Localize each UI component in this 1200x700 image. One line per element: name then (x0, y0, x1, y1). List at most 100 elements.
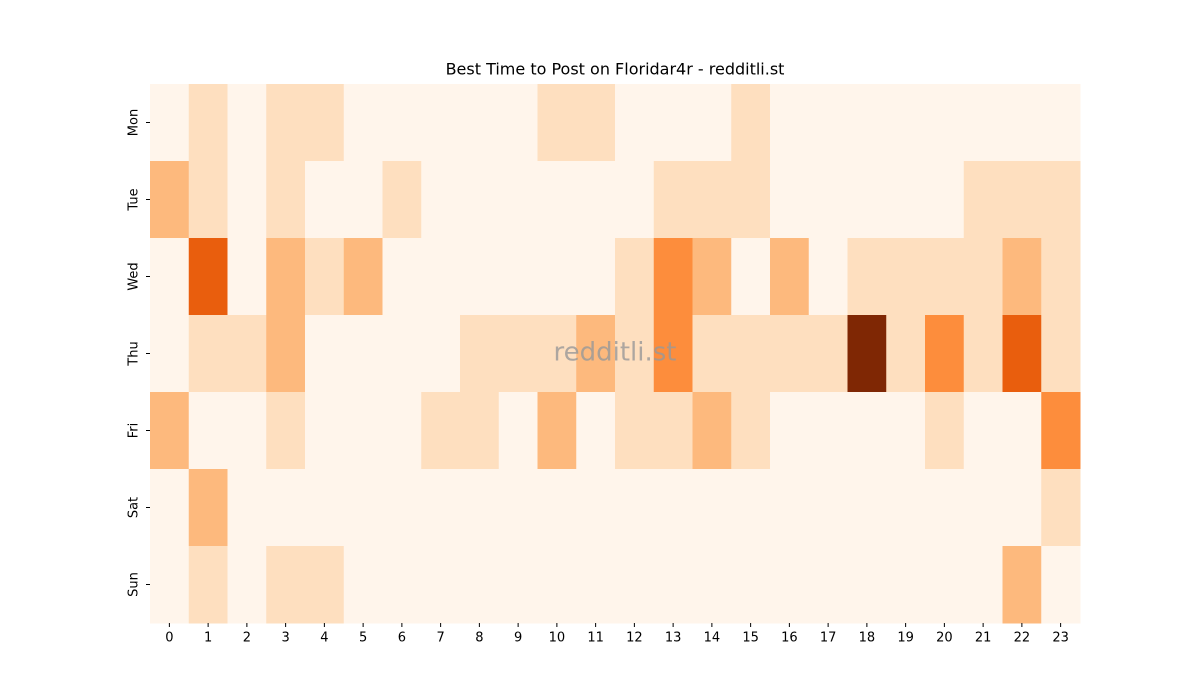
heat-cell (1002, 469, 1042, 547)
heat-cell (576, 315, 616, 393)
heat-cell (382, 238, 422, 316)
heat-cell (537, 84, 577, 162)
x-tick-label: 8 (475, 631, 483, 646)
heat-cell (266, 161, 306, 239)
x-tick-label: 11 (587, 631, 604, 646)
heat-cell (925, 238, 965, 316)
heat-cell (847, 238, 887, 316)
heat-cell (963, 469, 1003, 547)
heat-cell (770, 161, 810, 239)
watermark: redditli.st (554, 338, 677, 368)
heat-cell (460, 392, 500, 470)
heat-cell (150, 392, 190, 470)
heat-cell (382, 84, 422, 162)
heat-cell (925, 392, 965, 470)
heat-cell (305, 238, 345, 316)
heat-cell (305, 469, 345, 547)
x-tick-label: 6 (398, 631, 406, 646)
heat-cell (731, 161, 771, 239)
heat-cell (305, 392, 345, 470)
heat-cell (421, 161, 461, 239)
heat-cell (537, 469, 577, 547)
heat-cell (847, 161, 887, 239)
heat-cell (1002, 161, 1042, 239)
heat-cell (343, 546, 383, 624)
x-tick-label: 7 (436, 631, 444, 646)
heat-cell (498, 238, 538, 316)
heat-cell (343, 315, 383, 393)
heat-cell (305, 84, 345, 162)
x-tick-label: 20 (936, 631, 953, 646)
heat-cell (305, 546, 345, 624)
heat-cell (421, 469, 461, 547)
x-tick-label: 18 (859, 631, 876, 646)
heat-cell (653, 238, 693, 316)
heat-cell (382, 392, 422, 470)
heat-cell (227, 84, 267, 162)
heat-cell (343, 469, 383, 547)
heat-cell (150, 238, 190, 316)
heat-cell (421, 84, 461, 162)
heat-cell (537, 161, 577, 239)
heat-cell (731, 469, 771, 547)
x-tick-label: 10 (549, 631, 566, 646)
heat-cell (653, 392, 693, 470)
heat-cell (266, 469, 306, 547)
heat-cell (498, 84, 538, 162)
heat-cell (615, 315, 655, 393)
heat-cell (925, 469, 965, 547)
heat-cell (460, 84, 500, 162)
heat-cell (150, 546, 190, 624)
heat-cell (653, 315, 693, 393)
heat-cell (266, 392, 306, 470)
heat-cell (266, 546, 306, 624)
heat-cell (731, 392, 771, 470)
heat-cell (731, 84, 771, 162)
y-tick-label: Sun (127, 572, 142, 597)
heat-cell (150, 469, 190, 547)
heat-cell (770, 469, 810, 547)
heat-cell (1041, 546, 1081, 624)
heat-cell (615, 546, 655, 624)
heat-cell (537, 238, 577, 316)
heat-cell (188, 238, 228, 316)
heat-cell (343, 238, 383, 316)
heat-cell (227, 392, 267, 470)
heat-cell (188, 546, 228, 624)
heat-cell (421, 238, 461, 316)
x-tick-label: 23 (1052, 631, 1069, 646)
heat-cell (1002, 546, 1042, 624)
heat-cell (498, 315, 538, 393)
heat-cell (305, 161, 345, 239)
heat-cell (460, 469, 500, 547)
x-tick-label: 1 (204, 631, 212, 646)
heat-cell (498, 546, 538, 624)
heat-cell (653, 161, 693, 239)
heat-cell (343, 392, 383, 470)
heat-cell (576, 238, 616, 316)
heat-cell (1002, 392, 1042, 470)
heat-cell (925, 315, 965, 393)
x-tick-label: 3 (281, 631, 289, 646)
heat-cell (847, 469, 887, 547)
heat-cell (537, 392, 577, 470)
heat-cell (188, 392, 228, 470)
heat-cell (498, 469, 538, 547)
heat-cell (382, 546, 422, 624)
heat-cell (692, 469, 732, 547)
heat-cell (498, 392, 538, 470)
heat-cell (227, 315, 267, 393)
heat-cell (692, 546, 732, 624)
heat-cell (925, 546, 965, 624)
y-tick-label: Sat (127, 497, 142, 518)
heat-cell (808, 315, 848, 393)
heat-cell (576, 161, 616, 239)
heat-cell (188, 315, 228, 393)
heat-cell (421, 546, 461, 624)
heat-cell (1041, 84, 1081, 162)
heat-cell (963, 161, 1003, 239)
heat-cell (653, 546, 693, 624)
heat-cell (1002, 238, 1042, 316)
x-tick-label: 9 (514, 631, 522, 646)
